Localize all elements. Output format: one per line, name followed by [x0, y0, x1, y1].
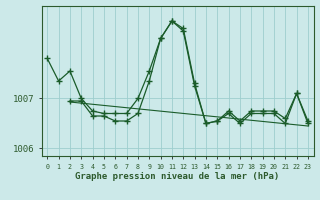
X-axis label: Graphe pression niveau de la mer (hPa): Graphe pression niveau de la mer (hPa): [76, 172, 280, 181]
